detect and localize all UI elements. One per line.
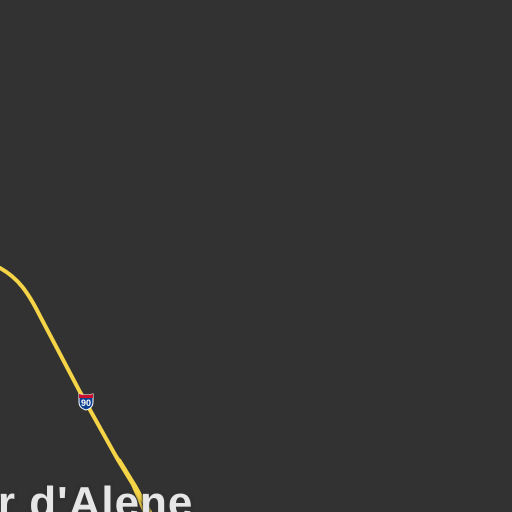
highway-line-split-2 [118,458,152,512]
city-label: ur d'Alene [0,478,194,512]
shield-number: 90 [80,398,91,408]
interstate-shield-icon: 90 [77,393,95,411]
highway-line [0,266,152,512]
